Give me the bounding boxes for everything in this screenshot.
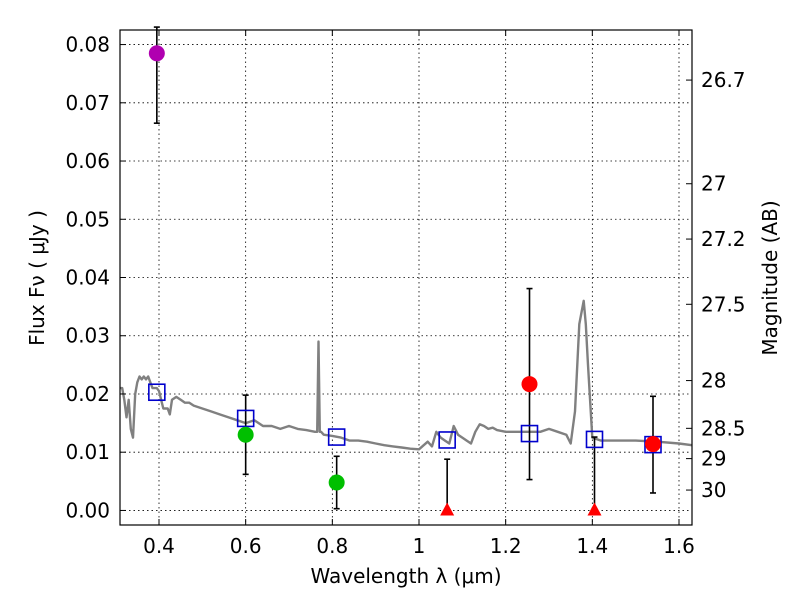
x-tick-label: 0.6	[230, 534, 262, 558]
right-tick-label: 28.5	[701, 416, 746, 440]
spectrum-layer	[120, 299, 693, 451]
x-tick-label: 1.2	[490, 534, 522, 558]
right-tick-label: 27	[701, 172, 726, 196]
y-tick-label: 0.04	[65, 266, 110, 290]
spectrum-line	[120, 299, 693, 451]
model-photometry-point	[236, 409, 255, 428]
detection-point	[645, 436, 661, 453]
y-right-axis-label: Magnitude (AB)	[758, 200, 782, 355]
y-tick-label: 0.06	[65, 149, 110, 173]
model-photometry-point	[438, 431, 456, 449]
right-tick-label: 30	[701, 478, 726, 502]
detection-point	[148, 45, 165, 62]
detection-point	[328, 474, 345, 491]
x-tick-label: 1.4	[576, 534, 608, 558]
model-photometry-point	[148, 383, 166, 402]
errorbar-layer	[153, 26, 656, 512]
tick-label-layer: 0.4 0.6 0.8 1 1.2 1.4 1.6 0.00 0.01 0.02 0.03 0.04 0…	[65, 33, 745, 558]
right-tick-label: 27.5	[701, 292, 746, 316]
y-tick-label: 0.00	[65, 498, 110, 522]
grid	[120, 30, 692, 525]
upper-limit-point	[440, 502, 455, 516]
right-tick-label: 27.2	[701, 227, 746, 251]
model-photometry-point	[327, 428, 346, 446]
y-tick-label: 0.03	[65, 324, 110, 348]
right-tick-label: 29	[701, 447, 726, 471]
y-tick-label: 0.02	[65, 382, 110, 406]
tick-layer	[120, 30, 692, 525]
y-axis-label: Flux Fν ( μJy )	[25, 210, 49, 346]
x-tick-label: 1	[413, 534, 426, 558]
detection-point	[237, 426, 254, 443]
right-tick-label: 28	[701, 369, 726, 393]
x-tick-label: 0.4	[143, 534, 175, 558]
model-photometry-point	[585, 430, 604, 449]
marker-layer	[148, 45, 662, 516]
y-tick-label: 0.05	[65, 207, 110, 231]
y-tick-label: 0.08	[65, 33, 110, 57]
y-tick-label: 0.07	[65, 91, 110, 115]
x-tick-label: 1.6	[663, 534, 695, 558]
x-tick-label: 0.8	[316, 534, 348, 558]
upper-limit-point	[587, 502, 602, 516]
x-axis-label: Wavelength λ (μm)	[310, 564, 501, 588]
y-tick-label: 0.01	[65, 440, 110, 464]
detection-point	[521, 376, 538, 393]
model-photometry-point	[520, 424, 539, 443]
right-tick-label: 26.7	[701, 68, 746, 92]
